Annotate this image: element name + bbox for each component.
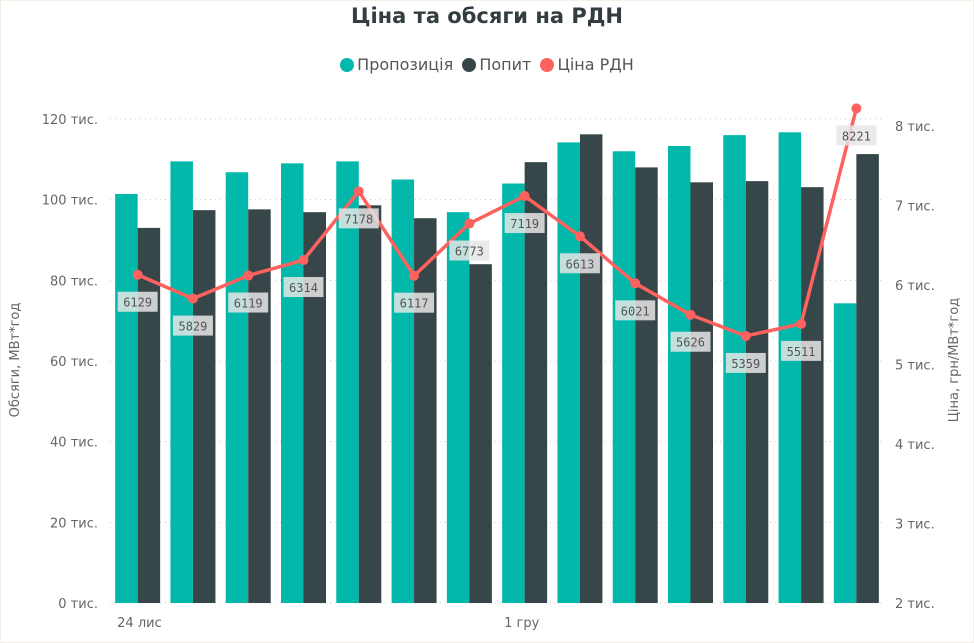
data-label-bg xyxy=(725,352,766,373)
price-point xyxy=(796,318,807,329)
price-data-label: 6773 xyxy=(455,245,484,259)
price-point xyxy=(187,293,198,304)
price-data-label: 7119 xyxy=(510,217,539,231)
data-label-bg xyxy=(559,253,600,274)
bar-supply xyxy=(115,194,138,603)
bar-demand xyxy=(137,227,161,603)
bar-supply xyxy=(833,303,857,603)
data-label-bg xyxy=(117,291,158,312)
price-data-label: 6117 xyxy=(400,297,429,311)
x-tick-label: 1 гру xyxy=(504,616,539,631)
y2-tick-label: 6 тис. xyxy=(895,279,935,294)
data-label-bg xyxy=(172,315,213,336)
legend-label: Пропозиція xyxy=(357,55,454,74)
bar-supply xyxy=(668,146,691,604)
price-line xyxy=(136,107,859,338)
price-point xyxy=(298,255,309,266)
price-point xyxy=(353,186,364,197)
bar-demand xyxy=(414,218,437,603)
bar-demand xyxy=(856,154,879,603)
y-axis-title: Обсяги, МВт*год xyxy=(8,303,23,418)
data-label-bg xyxy=(615,300,656,321)
y-tick-label: 80 тис. xyxy=(50,274,98,289)
legend-item-demand[interactable]: Попит xyxy=(462,55,531,74)
bar-demand xyxy=(303,212,326,604)
legend-label: Попит xyxy=(479,55,532,74)
chart-title: Ціна та обсяги на РДН xyxy=(350,4,623,28)
price-data-label: 6021 xyxy=(621,304,650,318)
bar-demand xyxy=(524,162,548,603)
bar-supply xyxy=(336,161,359,603)
price-data-label: 6129 xyxy=(123,296,152,310)
price-point xyxy=(574,231,585,242)
bar-supply xyxy=(281,163,304,603)
bar-demand xyxy=(801,187,824,603)
price-data-label: 5829 xyxy=(178,320,207,334)
y2-tick-label: 3 тис. xyxy=(895,518,935,533)
data-label-bg xyxy=(836,125,877,146)
y-tick-label: 20 тис. xyxy=(50,516,98,531)
price-data-label: 5626 xyxy=(676,336,705,350)
price-point xyxy=(464,218,475,229)
y-tick-label: 40 тис. xyxy=(50,436,98,451)
y-tick-label: 120 тис. xyxy=(42,113,98,128)
legend-item-supply[interactable]: Пропозиція xyxy=(340,55,453,74)
bar-demand xyxy=(469,264,492,603)
bar-supply xyxy=(612,151,636,603)
price-point xyxy=(132,269,143,280)
data-label-bg xyxy=(394,292,435,313)
bar-demand xyxy=(745,181,769,603)
legend: Пропозиція Попит Ціна РДН xyxy=(0,55,974,76)
bar-supply xyxy=(778,132,802,603)
bar-demand xyxy=(192,210,216,604)
legend-marker-icon xyxy=(340,57,355,72)
y2-tick-label: 8 тис. xyxy=(895,120,935,135)
y-tick-label: 100 тис. xyxy=(42,194,98,209)
y-tick-label: 0 тис. xyxy=(58,597,98,612)
legend-item-price[interactable]: Ціна РДН xyxy=(540,55,634,74)
y2-tick-label: 5 тис. xyxy=(895,359,935,374)
price-data-label: 5511 xyxy=(787,345,816,359)
bar-demand xyxy=(635,167,658,603)
bar-supply xyxy=(446,212,470,604)
price-point xyxy=(519,191,530,202)
price-data-label: 6613 xyxy=(565,257,594,271)
price-point xyxy=(243,270,254,281)
data-label-bg xyxy=(449,240,490,261)
bar-demand xyxy=(579,134,603,603)
price-point xyxy=(409,270,420,281)
price-point xyxy=(630,278,641,289)
price-data-label: 5359 xyxy=(731,357,760,371)
y2-tick-label: 2 тис. xyxy=(895,597,935,612)
price-data-label: 8221 xyxy=(842,129,871,143)
data-label-bg xyxy=(670,331,711,352)
bar-supply xyxy=(557,142,580,604)
bar-supply xyxy=(225,172,249,604)
data-label-bg xyxy=(228,292,269,313)
price-data-label: 6314 xyxy=(289,281,318,295)
price-point xyxy=(851,103,862,114)
data-label-bg xyxy=(283,277,324,298)
y2-tick-label: 7 тис. xyxy=(895,200,935,215)
price-data-label: 6119 xyxy=(234,297,263,311)
data-label-bg xyxy=(504,213,545,234)
y2-axis-title: Ціна, грн/МВт*год xyxy=(947,298,962,422)
bar-supply xyxy=(502,183,525,604)
legend-marker-icon xyxy=(462,57,477,72)
price-point xyxy=(740,330,751,341)
x-tick-label: 24 лис xyxy=(117,616,162,631)
legend-label: Ціна РДН xyxy=(557,55,634,74)
bar-demand xyxy=(358,205,382,603)
data-label-bg xyxy=(781,340,822,361)
data-label-bg xyxy=(338,208,379,229)
y-tick-label: 60 тис. xyxy=(50,355,98,370)
bar-supply xyxy=(170,161,193,603)
price-point xyxy=(685,309,696,320)
y2-tick-label: 4 тис. xyxy=(895,438,935,453)
bar-demand xyxy=(690,182,713,603)
price-data-label: 7178 xyxy=(344,212,373,226)
bar-supply xyxy=(391,179,415,603)
legend-marker-icon xyxy=(540,57,555,72)
